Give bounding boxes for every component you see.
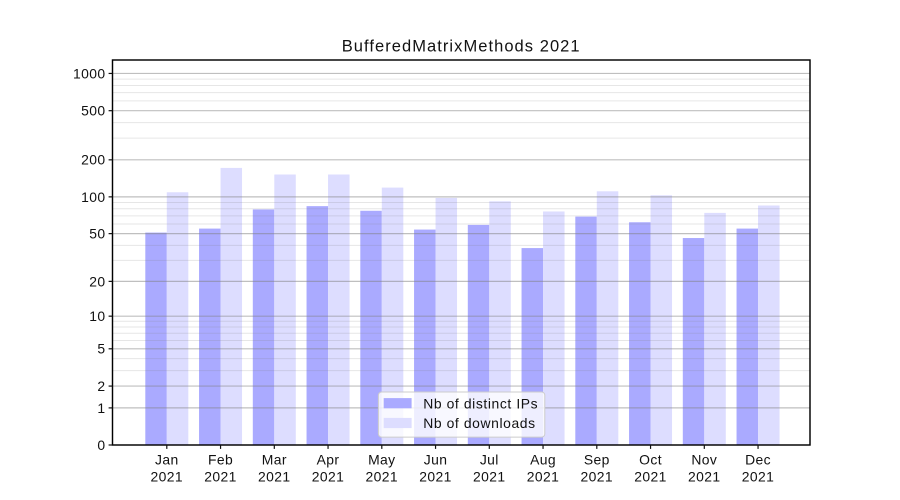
- svg-text:2021: 2021: [366, 469, 399, 485]
- svg-text:Jun: Jun: [424, 452, 448, 468]
- svg-text:50: 50: [89, 226, 105, 242]
- svg-text:2021: 2021: [688, 469, 721, 485]
- svg-text:2021: 2021: [581, 469, 614, 485]
- svg-text:2: 2: [97, 378, 105, 394]
- svg-text:2021: 2021: [312, 469, 345, 485]
- svg-text:2021: 2021: [742, 469, 775, 485]
- svg-text:Sep: Sep: [584, 452, 610, 468]
- svg-text:Jan: Jan: [155, 452, 179, 468]
- svg-text:Nb of distinct IPs: Nb of distinct IPs: [423, 395, 538, 411]
- svg-text:Dec: Dec: [745, 452, 771, 468]
- svg-text:Oct: Oct: [639, 452, 662, 468]
- svg-text:2021: 2021: [634, 469, 667, 485]
- svg-text:BufferedMatrixMethods 2021: BufferedMatrixMethods 2021: [342, 38, 581, 56]
- svg-text:Mar: Mar: [262, 452, 287, 468]
- svg-text:1: 1: [97, 400, 105, 416]
- svg-text:10: 10: [89, 308, 105, 324]
- svg-text:200: 200: [81, 152, 105, 168]
- svg-text:Feb: Feb: [208, 452, 233, 468]
- svg-text:0: 0: [97, 437, 105, 453]
- svg-text:2021: 2021: [419, 469, 452, 485]
- svg-text:100: 100: [81, 189, 105, 205]
- svg-text:1000: 1000: [73, 65, 106, 81]
- svg-text:Aug: Aug: [530, 452, 556, 468]
- svg-text:2021: 2021: [258, 469, 291, 485]
- svg-text:Jul: Jul: [480, 452, 499, 468]
- svg-text:20: 20: [89, 273, 105, 289]
- svg-text:2021: 2021: [527, 469, 560, 485]
- svg-text:2021: 2021: [473, 469, 506, 485]
- svg-text:500: 500: [81, 103, 105, 119]
- svg-text:May: May: [368, 452, 395, 468]
- svg-text:5: 5: [97, 341, 105, 357]
- svg-text:Apr: Apr: [317, 452, 340, 468]
- svg-text:2021: 2021: [151, 469, 184, 485]
- svg-text:Nov: Nov: [691, 452, 717, 468]
- svg-text:2021: 2021: [204, 469, 237, 485]
- svg-text:Nb of downloads: Nb of downloads: [423, 415, 535, 431]
